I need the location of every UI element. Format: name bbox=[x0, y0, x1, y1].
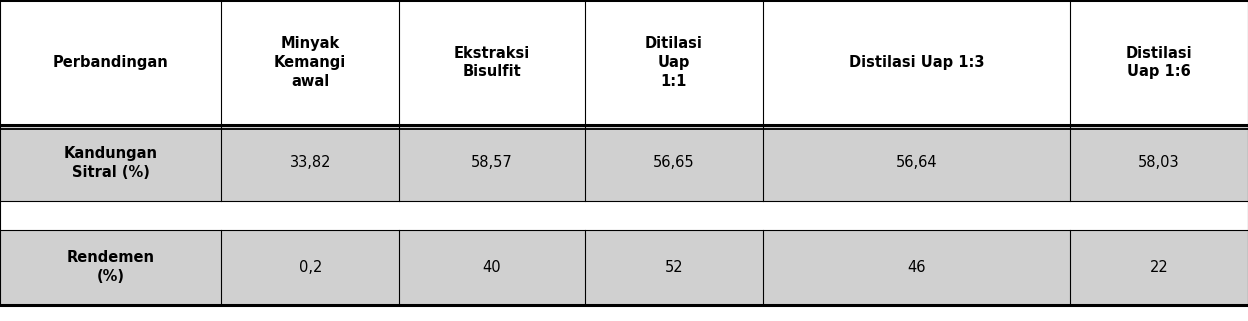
Text: 40: 40 bbox=[483, 260, 502, 275]
Bar bbox=[221, 0, 399, 125]
Text: 58,03: 58,03 bbox=[1138, 155, 1179, 170]
Bar bbox=[0, 230, 221, 305]
Bar bbox=[763, 125, 1070, 201]
Bar bbox=[585, 0, 763, 125]
Text: 56,65: 56,65 bbox=[653, 155, 695, 170]
Bar bbox=[585, 230, 763, 305]
Text: 58,57: 58,57 bbox=[472, 155, 513, 170]
Bar bbox=[399, 125, 585, 201]
Text: Distilasi Uap 1:3: Distilasi Uap 1:3 bbox=[849, 55, 985, 70]
Text: 52: 52 bbox=[665, 260, 683, 275]
Text: Minyak
Kemangi
awal: Minyak Kemangi awal bbox=[275, 37, 347, 89]
Text: Rendemen
(%): Rendemen (%) bbox=[66, 250, 155, 284]
Bar bbox=[585, 125, 763, 201]
Text: 46: 46 bbox=[907, 260, 926, 275]
Bar bbox=[0, 0, 221, 125]
Bar bbox=[399, 230, 585, 305]
Bar bbox=[221, 125, 399, 201]
Bar bbox=[399, 0, 585, 125]
Text: 33,82: 33,82 bbox=[290, 155, 331, 170]
Text: Ekstraksi
Bisulfit: Ekstraksi Bisulfit bbox=[454, 46, 530, 79]
Text: Perbandingan: Perbandingan bbox=[52, 55, 168, 70]
Bar bbox=[0, 125, 221, 201]
Text: 22: 22 bbox=[1149, 260, 1168, 275]
Text: Ditilasi
Uap
1:1: Ditilasi Uap 1:1 bbox=[645, 37, 703, 89]
Text: Distilasi
Uap 1:6: Distilasi Uap 1:6 bbox=[1126, 46, 1192, 79]
Bar bbox=[763, 0, 1070, 125]
Bar bbox=[221, 230, 399, 305]
Text: 56,64: 56,64 bbox=[896, 155, 937, 170]
Bar bbox=[0, 201, 1248, 230]
Bar bbox=[1070, 125, 1248, 201]
Text: Kandungan
Sitral (%): Kandungan Sitral (%) bbox=[64, 146, 157, 180]
Bar bbox=[1070, 230, 1248, 305]
Bar bbox=[1070, 0, 1248, 125]
Text: 0,2: 0,2 bbox=[298, 260, 322, 275]
Bar bbox=[763, 230, 1070, 305]
